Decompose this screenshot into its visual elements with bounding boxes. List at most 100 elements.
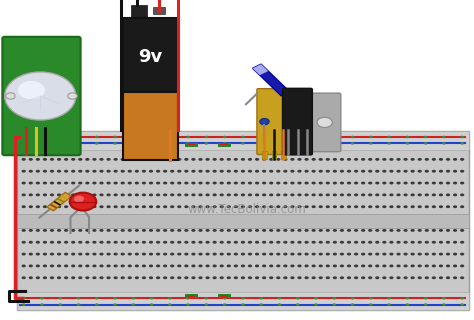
Circle shape [410, 276, 415, 279]
Circle shape [92, 170, 97, 173]
Circle shape [150, 303, 154, 306]
Circle shape [259, 136, 263, 138]
Bar [123, 18, 178, 92]
Circle shape [100, 158, 104, 161]
Circle shape [375, 253, 379, 255]
Circle shape [219, 264, 224, 267]
Circle shape [425, 205, 429, 208]
Circle shape [255, 205, 259, 208]
Circle shape [424, 303, 428, 306]
Circle shape [186, 142, 190, 145]
Circle shape [314, 297, 318, 300]
Circle shape [460, 253, 464, 255]
Circle shape [150, 142, 154, 145]
Circle shape [361, 205, 365, 208]
Circle shape [131, 303, 135, 306]
Circle shape [396, 241, 401, 244]
Circle shape [248, 241, 252, 244]
Circle shape [283, 170, 288, 173]
Circle shape [22, 303, 26, 306]
Circle shape [418, 193, 422, 196]
Circle shape [43, 158, 47, 161]
Circle shape [227, 241, 231, 244]
Circle shape [128, 253, 132, 255]
Circle shape [453, 253, 457, 255]
Circle shape [446, 241, 450, 244]
Circle shape [92, 193, 97, 196]
Circle shape [184, 241, 189, 244]
Circle shape [382, 276, 386, 279]
Circle shape [198, 205, 202, 208]
Circle shape [227, 253, 231, 255]
Circle shape [340, 229, 344, 232]
Circle shape [311, 264, 316, 267]
Circle shape [255, 193, 259, 196]
Circle shape [290, 229, 294, 232]
Circle shape [100, 205, 104, 208]
Circle shape [319, 253, 323, 255]
Circle shape [156, 241, 160, 244]
Circle shape [163, 193, 167, 196]
Bar [220, 143, 228, 145]
Circle shape [149, 205, 153, 208]
Circle shape [168, 142, 172, 145]
Bar [17, 214, 469, 228]
Circle shape [304, 253, 309, 255]
Circle shape [223, 297, 227, 300]
Bar [17, 131, 469, 310]
Circle shape [389, 158, 393, 161]
Circle shape [163, 158, 167, 161]
Circle shape [460, 241, 464, 244]
Circle shape [68, 93, 77, 99]
Circle shape [131, 142, 135, 145]
Circle shape [369, 303, 373, 306]
Circle shape [460, 205, 464, 208]
Circle shape [191, 193, 196, 196]
Circle shape [205, 276, 210, 279]
Circle shape [453, 241, 457, 244]
Circle shape [177, 264, 182, 267]
Circle shape [142, 229, 146, 232]
Circle shape [22, 193, 26, 196]
Circle shape [78, 253, 82, 255]
Circle shape [40, 303, 44, 306]
FancyBboxPatch shape [283, 88, 312, 155]
Circle shape [439, 276, 443, 279]
Circle shape [85, 253, 90, 255]
Circle shape [113, 170, 118, 173]
Circle shape [234, 264, 238, 267]
Circle shape [361, 253, 365, 255]
Circle shape [361, 229, 365, 232]
Circle shape [319, 229, 323, 232]
Circle shape [71, 276, 75, 279]
Circle shape [43, 241, 47, 244]
Circle shape [297, 182, 301, 184]
Circle shape [319, 193, 323, 196]
Circle shape [43, 229, 47, 232]
Circle shape [177, 229, 182, 232]
Circle shape [92, 229, 97, 232]
Circle shape [453, 229, 457, 232]
Circle shape [269, 264, 273, 267]
Circle shape [57, 253, 61, 255]
Circle shape [92, 158, 97, 161]
Circle shape [113, 136, 117, 138]
Circle shape [269, 193, 273, 196]
Circle shape [248, 253, 252, 255]
Circle shape [347, 241, 351, 244]
Circle shape [205, 229, 210, 232]
Circle shape [375, 229, 379, 232]
Circle shape [340, 276, 344, 279]
Circle shape [184, 253, 189, 255]
Circle shape [354, 276, 358, 279]
Circle shape [177, 205, 182, 208]
Circle shape [135, 276, 139, 279]
Circle shape [347, 193, 351, 196]
Circle shape [375, 158, 379, 161]
Circle shape [74, 196, 84, 202]
Circle shape [184, 229, 189, 232]
Circle shape [453, 182, 457, 184]
Circle shape [57, 276, 61, 279]
Circle shape [223, 303, 227, 306]
Circle shape [50, 205, 54, 208]
